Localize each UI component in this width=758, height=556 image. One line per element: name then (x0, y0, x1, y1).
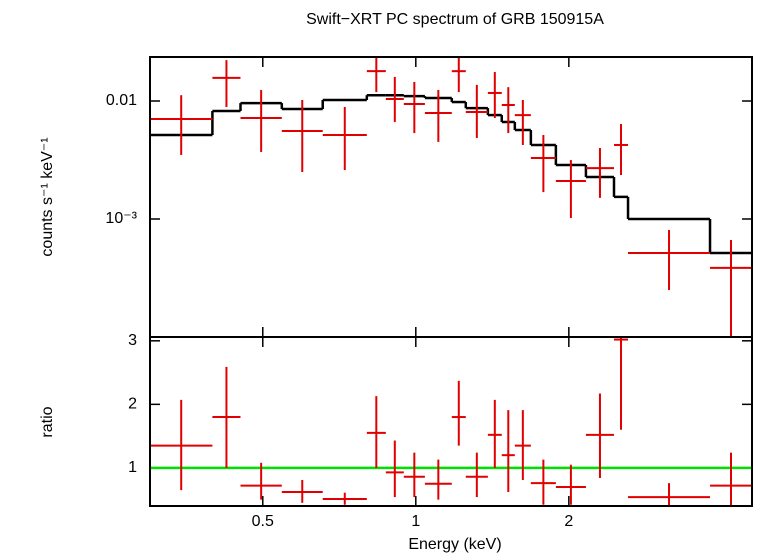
plot-frame (149, 336, 753, 507)
y-tick-label: 1 (128, 459, 137, 476)
y-tick-label: 10⁻³ (105, 210, 137, 227)
y-tick-label: 2 (128, 396, 137, 413)
x-axis-label: Energy (keV) (408, 536, 501, 553)
x-tick-label: 0.5 (252, 513, 274, 530)
x-tick-label: 1 (411, 513, 420, 530)
y-axis-label: counts s⁻¹ keV⁻¹ (39, 137, 56, 256)
x-tick-label: 2 (564, 513, 573, 530)
y-tick-label: 3 (128, 332, 137, 349)
y-tick-label: 0.01 (106, 92, 137, 109)
chart-title: Swift−XRT PC spectrum of GRB 150915A (306, 11, 604, 28)
y-axis-label: ratio (39, 406, 56, 437)
